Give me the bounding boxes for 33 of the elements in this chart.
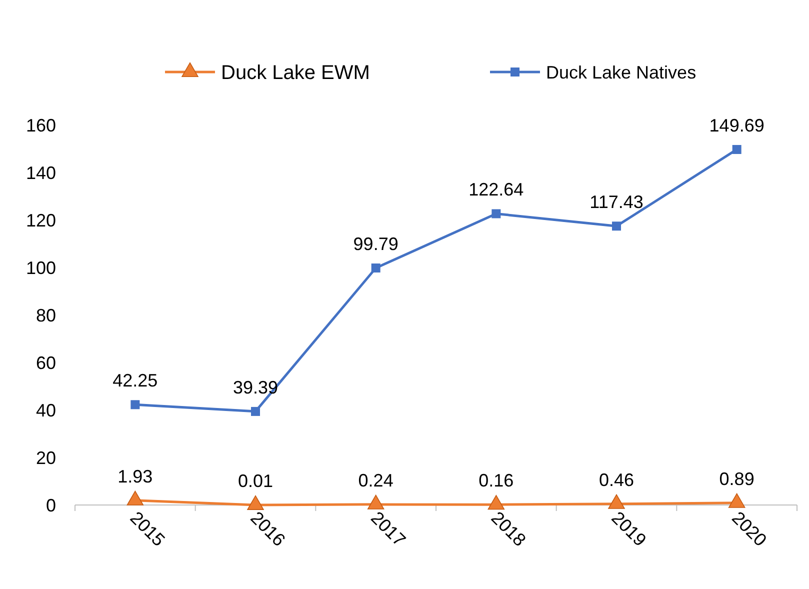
data-label: 0.46 [598, 470, 634, 490]
y-tick-label: 60 [36, 352, 56, 373]
point [126, 490, 144, 506]
y-tick-label: 140 [26, 162, 56, 183]
data-label: 0.01 [238, 470, 274, 491]
point [732, 144, 742, 154]
point [728, 493, 746, 508]
y-tick-label: 0 [46, 495, 56, 516]
y-tick-label: 160 [26, 115, 56, 136]
data-label: 0.16 [478, 470, 514, 491]
point [492, 209, 501, 218]
point [367, 494, 384, 510]
data-label: 122.64 [468, 180, 524, 200]
point [247, 495, 264, 510]
data-label: 0.24 [358, 470, 394, 490]
data-label: 1.93 [118, 466, 153, 486]
data-label: 149.69 [709, 115, 764, 136]
data-label: 99.79 [353, 234, 398, 254]
data-label: 0.89 [719, 468, 754, 489]
data-label: 117.43 [590, 192, 644, 212]
point [371, 264, 380, 272]
point [608, 494, 625, 509]
y-tick-label: 40 [36, 400, 56, 420]
y-tick-label: 80 [36, 305, 56, 326]
point [251, 406, 260, 416]
data-label: 42.25 [112, 370, 158, 391]
y-tick-label: 100 [26, 258, 56, 278]
y-tick-label: 20 [36, 448, 56, 468]
y-tick-label: 120 [26, 210, 56, 230]
point [612, 222, 621, 231]
legend-label: Duck Lake EWM [221, 62, 370, 84]
legend-label: Duck Lake Natives [546, 62, 696, 82]
point [488, 495, 505, 510]
